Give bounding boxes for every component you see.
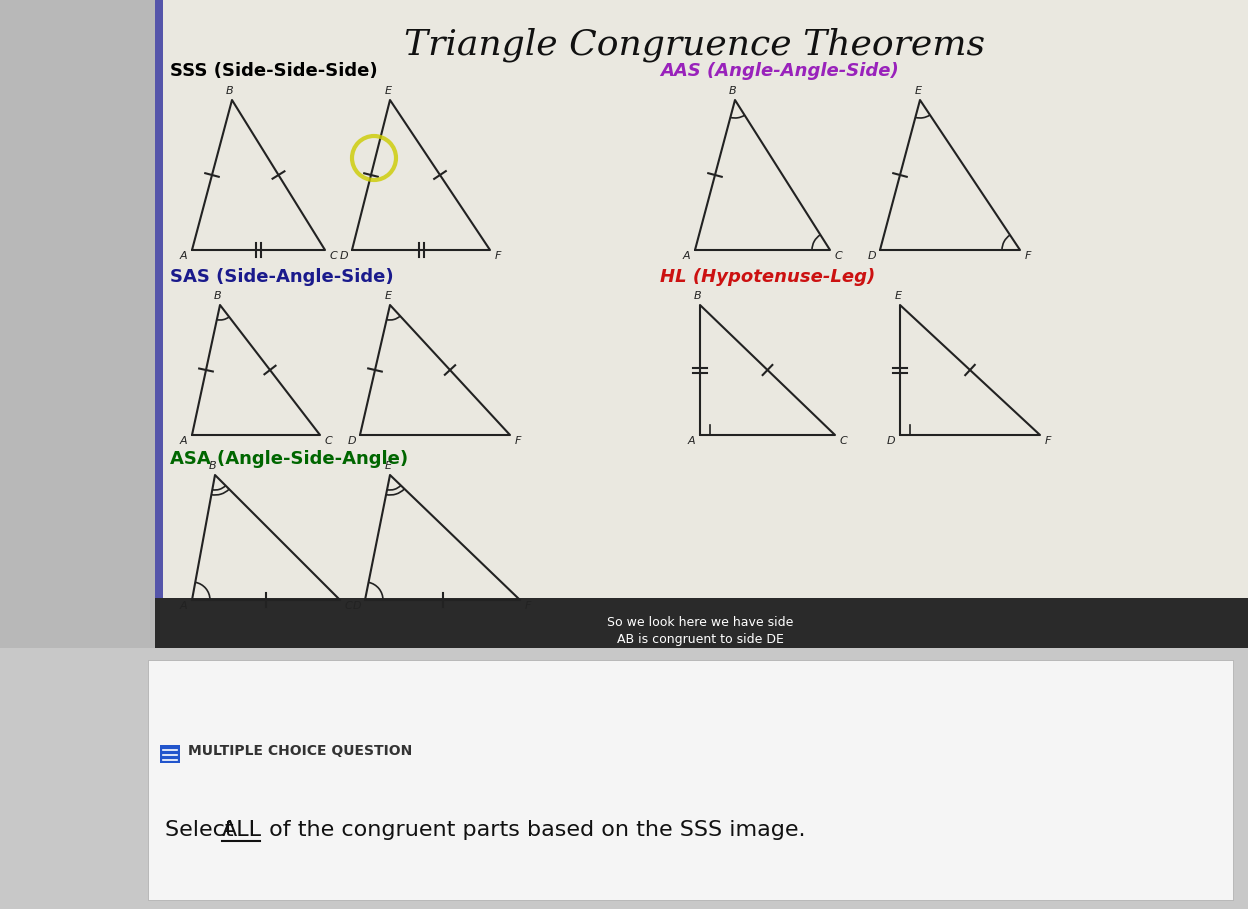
Text: B: B (215, 291, 222, 301)
FancyBboxPatch shape (155, 0, 1248, 628)
Text: A: A (688, 436, 695, 446)
Text: Triangle Congruence Theorems: Triangle Congruence Theorems (404, 28, 986, 63)
Text: AAS (Angle-Angle-Side): AAS (Angle-Angle-Side) (660, 62, 899, 80)
Text: F: F (525, 601, 532, 611)
Text: A: A (180, 436, 187, 446)
Text: E: E (384, 291, 392, 301)
FancyBboxPatch shape (160, 745, 180, 763)
FancyBboxPatch shape (155, 0, 163, 628)
Text: So we look here we have side: So we look here we have side (607, 616, 794, 629)
Text: ASA (Angle-Side-Angle): ASA (Angle-Side-Angle) (170, 450, 408, 468)
FancyBboxPatch shape (0, 648, 1248, 909)
Text: E: E (915, 86, 921, 96)
Text: B: B (226, 86, 233, 96)
Text: HL (Hypotenuse-Leg): HL (Hypotenuse-Leg) (660, 268, 875, 286)
Text: E: E (384, 461, 392, 471)
Text: F: F (494, 251, 502, 261)
Text: C: C (329, 251, 337, 261)
Text: E: E (384, 86, 392, 96)
Text: C: C (344, 601, 352, 611)
Text: C: C (839, 436, 847, 446)
Text: D: D (867, 251, 876, 261)
Text: F: F (515, 436, 522, 446)
FancyBboxPatch shape (149, 660, 1233, 900)
Text: Select: Select (165, 820, 241, 840)
Text: F: F (1045, 436, 1051, 446)
Text: of the congruent parts based on the SSS image.: of the congruent parts based on the SSS … (262, 820, 805, 840)
Text: E: E (895, 291, 901, 301)
Text: SSS (Side-Side-Side): SSS (Side-Side-Side) (170, 62, 378, 80)
Text: AB is congruent to side DE: AB is congruent to side DE (617, 633, 784, 646)
Text: D: D (348, 436, 357, 446)
Text: B: B (694, 291, 701, 301)
Text: B: B (210, 461, 217, 471)
Text: D: D (353, 601, 362, 611)
Text: D: D (886, 436, 895, 446)
Text: A: A (683, 251, 690, 261)
Text: MULTIPLE CHOICE QUESTION: MULTIPLE CHOICE QUESTION (188, 744, 412, 758)
Text: SAS (Side-Angle-Side): SAS (Side-Angle-Side) (170, 268, 393, 286)
Text: ALL: ALL (222, 820, 262, 840)
Text: C: C (324, 436, 332, 446)
Text: A: A (180, 251, 187, 261)
Text: C: C (834, 251, 842, 261)
Text: A: A (180, 601, 187, 611)
Text: F: F (1025, 251, 1031, 261)
Text: B: B (729, 86, 736, 96)
FancyBboxPatch shape (155, 598, 1248, 648)
Text: D: D (339, 251, 348, 261)
